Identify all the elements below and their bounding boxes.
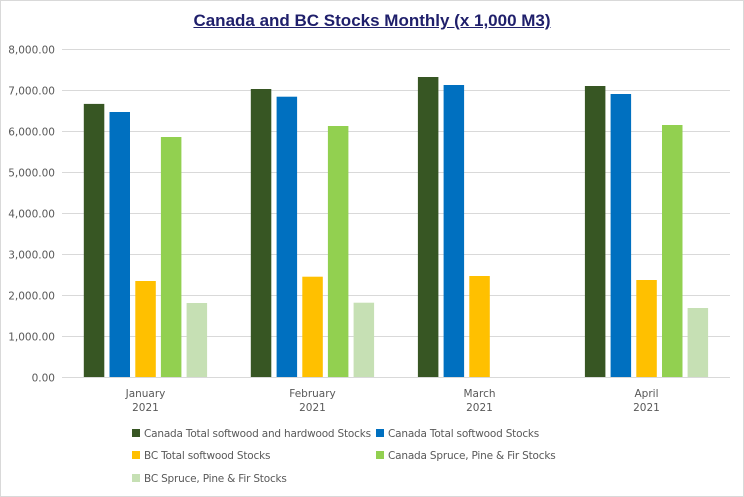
bar-0-1 (250, 89, 272, 377)
bar-3-0 (160, 137, 182, 377)
bar-4-3 (687, 308, 709, 377)
y-tick-label: 8,000.00 (8, 45, 55, 57)
y-tick-label: 2,000.00 (8, 291, 55, 303)
y-tick-label: 4,000.00 (8, 209, 55, 221)
x-tick-label-month: February (289, 388, 336, 400)
bar-1-2 (443, 85, 465, 377)
bar-1-1 (276, 96, 298, 377)
x-axis-ticks: January 2021 February 2021 March 2021 April 202… (125, 388, 660, 414)
y-tick-label: 5,000.00 (8, 168, 55, 180)
x-tick-label-year: 2021 (633, 402, 660, 414)
y-tick-label: 0.00 (32, 373, 55, 385)
x-tick-label-year: 2021 (132, 402, 159, 414)
y-tick-label: 7,000.00 (8, 86, 55, 98)
bar-2-3 (636, 280, 657, 377)
chart-title: Canada and BC Stocks Monthly (x 1,000 M3… (0, 11, 744, 31)
bar-2-1 (302, 276, 323, 377)
bar-0-2 (417, 77, 439, 377)
y-axis-ticks: 0.00 1,000.00 2,000.00 3,000.00 4,000.00 5,00… (8, 45, 55, 385)
bar-1-3 (610, 94, 632, 377)
bar-3-1 (327, 126, 349, 377)
y-tick-label: 3,000.00 (8, 250, 55, 262)
x-tick-label-month: March (463, 388, 495, 400)
y-tick-label: 1,000.00 (8, 332, 55, 344)
bar-2-2 (469, 276, 490, 377)
chart-title-text: Canada and BC Stocks Monthly (x 1,000 M3… (193, 11, 551, 30)
bar-3-3 (662, 125, 683, 377)
bar-4-0 (186, 303, 208, 377)
bar-0-0 (83, 103, 105, 378)
bars (83, 77, 709, 378)
x-tick-label-year: 2021 (466, 402, 493, 414)
bar-2-0 (135, 281, 156, 377)
bar-0-3 (584, 86, 606, 377)
x-tick-label-month: January (125, 388, 166, 400)
bar-4-1 (353, 302, 375, 377)
bar-1-0 (109, 112, 130, 377)
y-tick-label: 6,000.00 (8, 127, 55, 139)
x-tick-label-year: 2021 (299, 402, 326, 414)
x-tick-label-month: April (635, 388, 659, 400)
